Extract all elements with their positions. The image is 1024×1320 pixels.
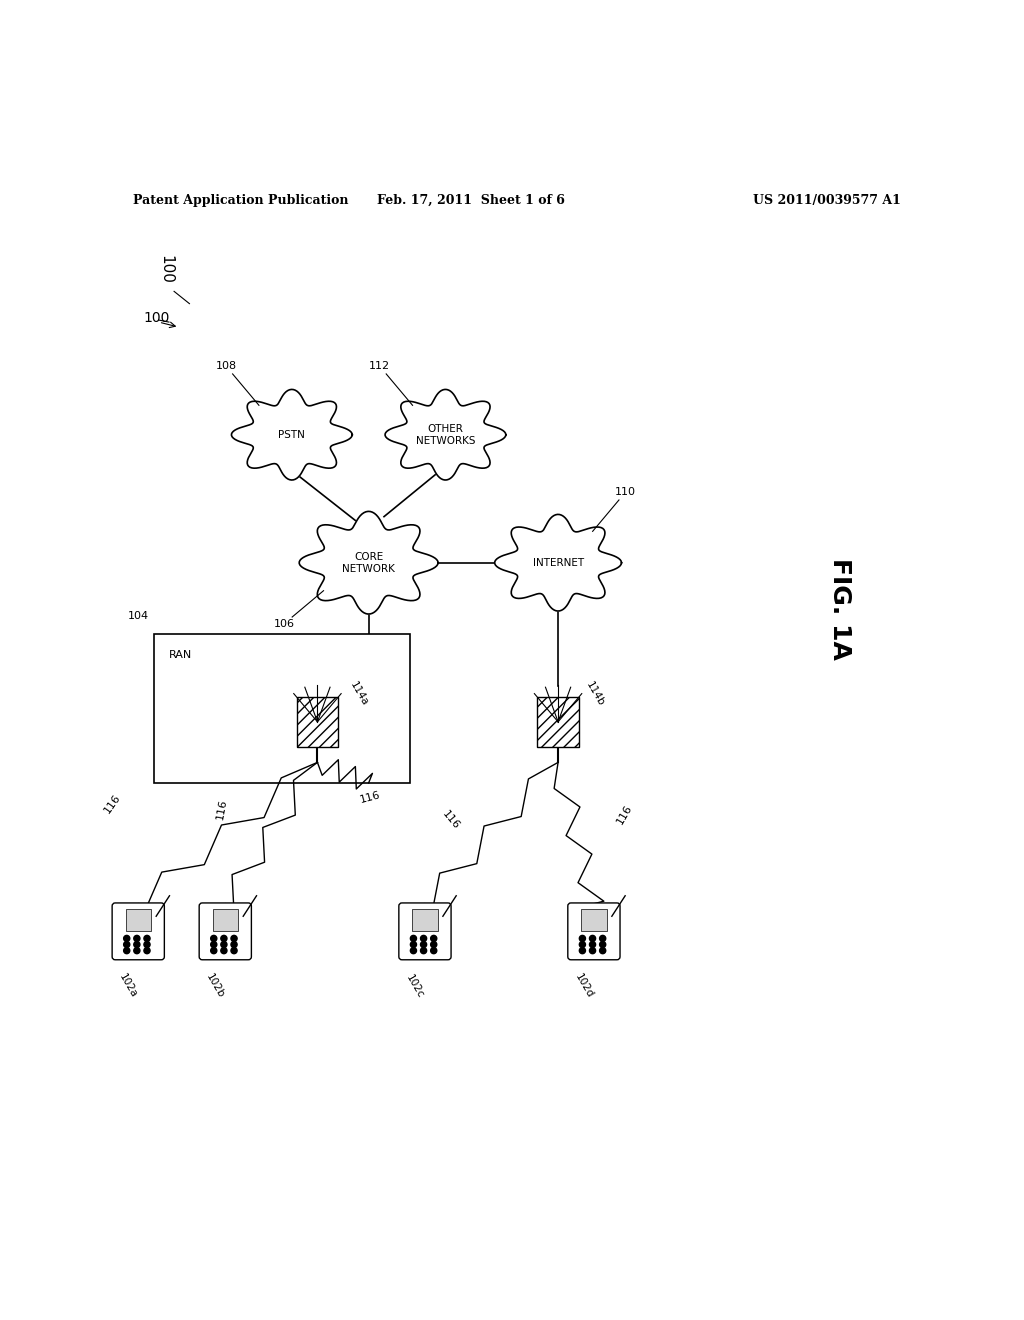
FancyBboxPatch shape xyxy=(413,908,437,932)
Text: 114b: 114b xyxy=(584,680,605,708)
Text: 100: 100 xyxy=(143,312,170,325)
Circle shape xyxy=(421,941,427,948)
Circle shape xyxy=(600,936,606,941)
FancyBboxPatch shape xyxy=(398,903,451,960)
Circle shape xyxy=(411,941,417,948)
Circle shape xyxy=(144,941,151,948)
Text: 116: 116 xyxy=(215,799,228,821)
FancyBboxPatch shape xyxy=(113,903,164,960)
Circle shape xyxy=(134,936,140,941)
Circle shape xyxy=(590,936,596,941)
Circle shape xyxy=(124,948,130,953)
Text: PSTN: PSTN xyxy=(279,430,305,440)
FancyBboxPatch shape xyxy=(538,697,579,747)
FancyBboxPatch shape xyxy=(582,908,606,932)
Circle shape xyxy=(124,936,130,941)
Circle shape xyxy=(411,936,417,941)
Text: INTERNET: INTERNET xyxy=(532,558,584,568)
Circle shape xyxy=(231,948,238,953)
Circle shape xyxy=(431,936,437,941)
Circle shape xyxy=(211,948,217,953)
Text: 110: 110 xyxy=(615,487,636,498)
Text: CORE
NETWORK: CORE NETWORK xyxy=(342,552,395,574)
FancyBboxPatch shape xyxy=(213,908,238,932)
Polygon shape xyxy=(495,515,622,611)
Circle shape xyxy=(144,936,151,941)
Text: Patent Application Publication: Patent Application Publication xyxy=(133,194,348,207)
Text: 116: 116 xyxy=(102,793,123,816)
Circle shape xyxy=(231,936,238,941)
Text: 102d: 102d xyxy=(572,972,595,1001)
FancyBboxPatch shape xyxy=(199,903,252,960)
Circle shape xyxy=(590,941,596,948)
FancyBboxPatch shape xyxy=(154,635,410,783)
Text: OTHER
NETWORKS: OTHER NETWORKS xyxy=(416,424,475,446)
Text: 100: 100 xyxy=(159,255,174,284)
Text: US 2011/0039577 A1: US 2011/0039577 A1 xyxy=(754,194,901,207)
Text: 116: 116 xyxy=(614,803,634,826)
Text: 112: 112 xyxy=(369,362,390,371)
Polygon shape xyxy=(231,389,352,480)
Text: 106: 106 xyxy=(273,619,295,628)
Circle shape xyxy=(134,941,140,948)
Circle shape xyxy=(144,948,151,953)
Circle shape xyxy=(580,936,586,941)
Text: 104: 104 xyxy=(128,611,150,620)
Text: 102c: 102c xyxy=(404,973,425,1001)
Text: Feb. 17, 2011  Sheet 1 of 6: Feb. 17, 2011 Sheet 1 of 6 xyxy=(377,194,565,207)
FancyBboxPatch shape xyxy=(567,903,621,960)
Text: RAN: RAN xyxy=(169,649,193,660)
Text: 108: 108 xyxy=(215,362,237,371)
Circle shape xyxy=(421,936,427,941)
Circle shape xyxy=(124,941,130,948)
Text: 102b: 102b xyxy=(204,972,226,1001)
Circle shape xyxy=(600,941,606,948)
Circle shape xyxy=(411,948,417,953)
Text: 116: 116 xyxy=(358,791,381,805)
Circle shape xyxy=(421,948,427,953)
Text: 102a: 102a xyxy=(117,973,139,1001)
Circle shape xyxy=(221,941,227,948)
Text: 114a: 114a xyxy=(348,680,370,708)
Circle shape xyxy=(221,948,227,953)
Circle shape xyxy=(600,948,606,953)
Polygon shape xyxy=(385,389,506,480)
Polygon shape xyxy=(299,511,438,614)
Circle shape xyxy=(431,948,437,953)
Circle shape xyxy=(431,941,437,948)
FancyBboxPatch shape xyxy=(297,697,338,747)
Circle shape xyxy=(221,936,227,941)
Circle shape xyxy=(134,948,140,953)
Circle shape xyxy=(231,941,238,948)
Circle shape xyxy=(580,948,586,953)
Circle shape xyxy=(211,936,217,941)
Circle shape xyxy=(211,941,217,948)
Text: FIG. 1A: FIG. 1A xyxy=(827,558,852,660)
Text: 116: 116 xyxy=(440,808,462,832)
FancyBboxPatch shape xyxy=(126,908,151,932)
Circle shape xyxy=(590,948,596,953)
Circle shape xyxy=(580,941,586,948)
